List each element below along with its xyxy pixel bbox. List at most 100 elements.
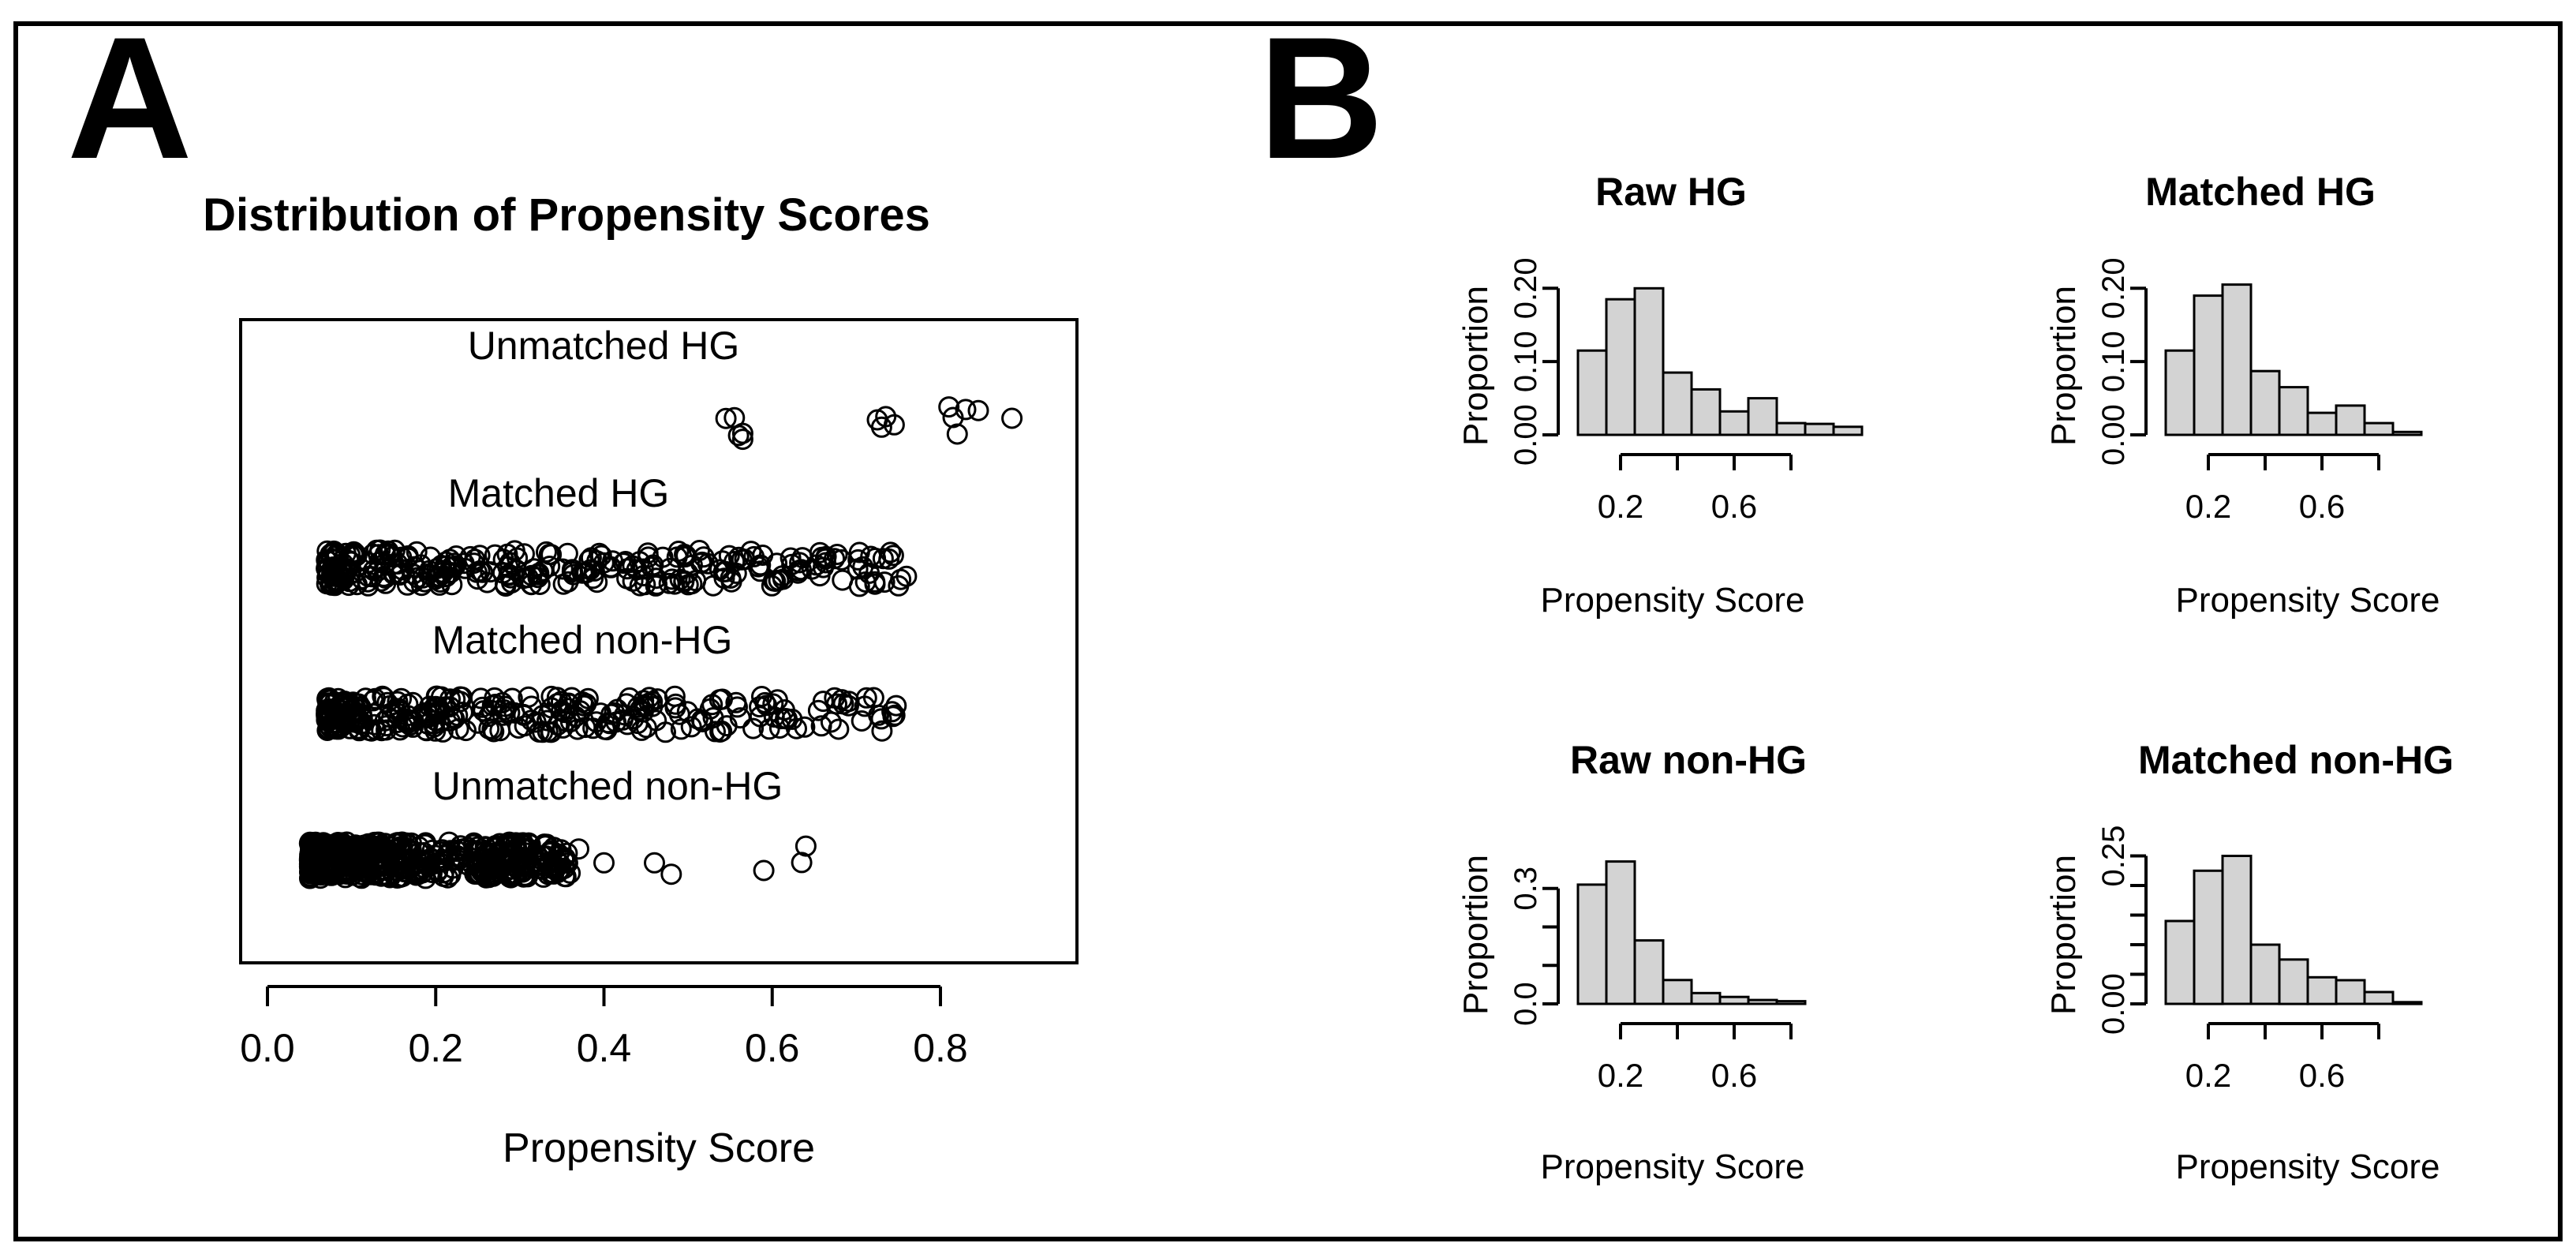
panel-a-point bbox=[589, 702, 611, 724]
panel-a-point bbox=[373, 687, 395, 709]
panel-a-point bbox=[350, 696, 372, 717]
panel-a-point bbox=[546, 687, 568, 709]
histogram-bar bbox=[1633, 939, 1665, 1005]
panel-a-point bbox=[634, 696, 655, 717]
panel-a-point bbox=[749, 696, 771, 718]
panel-a-point bbox=[629, 575, 651, 597]
panel-a-point bbox=[692, 711, 713, 732]
figure-border bbox=[13, 21, 2563, 1241]
panel-a-point bbox=[357, 566, 379, 587]
histogram-y-tick-label: 0.20 bbox=[2096, 257, 2131, 319]
panel-a-point bbox=[537, 709, 558, 732]
panel-a-point bbox=[316, 688, 338, 710]
panel-a-point bbox=[383, 844, 406, 867]
panel-a-point bbox=[751, 686, 772, 707]
panel-a-point bbox=[868, 704, 890, 726]
panel-a-point bbox=[452, 838, 474, 860]
panel-a-point bbox=[469, 687, 492, 709]
panel-a-point bbox=[507, 717, 529, 739]
panel-a-point bbox=[583, 560, 605, 582]
panel-a-point bbox=[747, 556, 769, 578]
panel-a-point bbox=[787, 562, 809, 584]
panel-a-point bbox=[955, 399, 977, 421]
histogram-bar bbox=[2306, 975, 2338, 1005]
histogram-y-axis-label: Proportion bbox=[1456, 286, 1495, 446]
panel-a-point bbox=[568, 838, 589, 860]
panel-a-point bbox=[593, 852, 615, 874]
panel-a-point bbox=[374, 709, 396, 732]
panel-a-point bbox=[323, 717, 346, 739]
histogram-x-tick-label: 0.6 bbox=[1711, 1057, 1757, 1094]
histogram-x-axis-label: Propensity Score bbox=[2175, 581, 2440, 620]
histogram-bar bbox=[1576, 883, 1608, 1005]
panel-a-point bbox=[765, 571, 787, 592]
panel-a-point bbox=[629, 551, 651, 573]
panel-a-x-tick-label: 0.2 bbox=[408, 1026, 463, 1070]
panel-a-x-tick-label: 0.8 bbox=[913, 1026, 968, 1070]
panel-a-point bbox=[667, 541, 690, 562]
histogram-x-tick-label: 0.2 bbox=[1598, 488, 1643, 525]
histogram-bar bbox=[2249, 943, 2281, 1005]
histogram-y-tick-label: 0.00 bbox=[2096, 404, 2131, 466]
histogram-bar bbox=[2278, 386, 2309, 436]
panel-a-point bbox=[828, 718, 850, 740]
histogram-y-tick-label: 0.00 bbox=[1509, 404, 1543, 466]
panel-a-point bbox=[548, 843, 570, 865]
panel-a-point bbox=[419, 848, 441, 870]
histogram-y-tick-label: 0.00 bbox=[2096, 973, 2131, 1035]
panel-a-point bbox=[367, 832, 389, 854]
panel-a-point bbox=[566, 718, 589, 740]
histogram-bar bbox=[2363, 990, 2395, 1005]
panel-a-point bbox=[753, 859, 775, 882]
panel-a-point bbox=[424, 696, 446, 718]
histogram-y-axis-label: Proportion bbox=[1456, 855, 1495, 1015]
histogram-bar bbox=[2306, 411, 2338, 436]
panel-a-point bbox=[832, 569, 854, 591]
histogram-x-tick-label: 0.6 bbox=[1711, 488, 1757, 525]
panel-a-point bbox=[357, 575, 379, 597]
panel-a-point bbox=[616, 558, 638, 580]
panel-a-point bbox=[838, 695, 859, 717]
histogram-bar bbox=[2335, 404, 2366, 436]
panel-a-point bbox=[881, 701, 903, 723]
histogram-bar bbox=[2193, 294, 2224, 436]
histogram-y-tick-label: 0.0 bbox=[1509, 982, 1543, 1026]
panel-a-x-tick-label: 0.4 bbox=[577, 1026, 632, 1070]
panel-a-point bbox=[870, 416, 892, 438]
panel-a-point bbox=[882, 545, 904, 567]
panel-a-point bbox=[616, 713, 638, 736]
histogram-bar bbox=[2221, 283, 2253, 436]
histogram-title: Matched HG bbox=[2145, 170, 2376, 214]
histogram-bar bbox=[1605, 860, 1636, 1005]
panel-a-point bbox=[478, 717, 500, 739]
panel-a-point bbox=[701, 694, 723, 716]
panel-a-point bbox=[577, 687, 599, 709]
histogram-bar bbox=[1690, 388, 1722, 436]
panel-a-point bbox=[664, 573, 686, 595]
histogram-x-tick-label: 0.6 bbox=[2299, 1057, 2345, 1094]
histogram-bar bbox=[1832, 425, 1864, 436]
panel-a-point bbox=[731, 429, 753, 451]
panel-a-point bbox=[368, 551, 391, 573]
panel-a-point bbox=[677, 574, 699, 596]
panel-a-point bbox=[477, 571, 498, 593]
panel-a-point bbox=[885, 695, 907, 717]
panel-a-point bbox=[571, 691, 593, 713]
panel-a-point bbox=[725, 691, 747, 713]
panel-a-point bbox=[467, 712, 489, 734]
histogram-bar bbox=[2391, 1001, 2423, 1005]
histogram-y-tick-label: 0.10 bbox=[1509, 331, 1543, 392]
panel-a-point bbox=[450, 835, 472, 857]
histogram-bar bbox=[1747, 998, 1778, 1005]
histogram-y-tick-label: 0.10 bbox=[2096, 331, 2131, 392]
histogram-x-tick-label: 0.6 bbox=[2299, 488, 2345, 525]
panel-a-point bbox=[410, 554, 432, 576]
panel-a-point bbox=[387, 691, 409, 713]
panel-a-point bbox=[536, 541, 557, 563]
panel-a-point bbox=[807, 699, 829, 721]
panel-a-point bbox=[301, 848, 323, 870]
panel-a-point bbox=[521, 695, 543, 717]
panel-a-point bbox=[469, 545, 491, 567]
panel-b-histograms: Raw HG 0.00 0.10 0.20 Proportion 0.2 0.6 Propen… bbox=[1456, 170, 2454, 1186]
